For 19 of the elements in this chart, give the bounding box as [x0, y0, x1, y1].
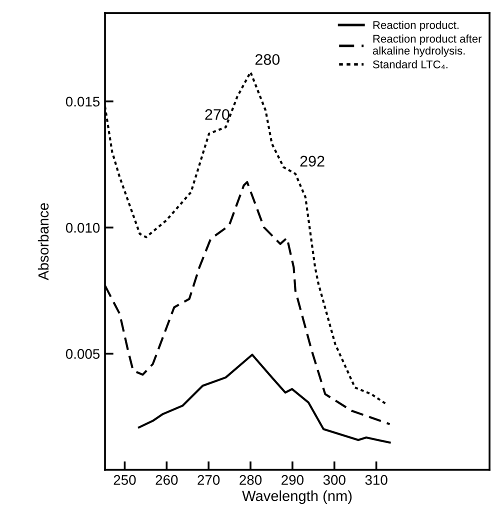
x-axis-title: Wavelength (nm) — [242, 490, 352, 504]
x-tick-label: 250 — [114, 475, 136, 485]
y-tick-label: 0.005 — [66, 349, 100, 359]
x-tick-label: 290 — [282, 475, 304, 485]
y-tick-label: 0.010 — [66, 222, 100, 233]
annotation: 292 — [300, 156, 324, 167]
annotation: 280 — [255, 54, 280, 65]
y-tick-label: 0.015 — [66, 96, 100, 107]
x-tick-label: 260 — [156, 475, 178, 485]
y-axis-title: Absorbance — [38, 203, 49, 280]
x-tick-label: 310 — [365, 475, 388, 485]
legend-label: Standard LTC₄. — [372, 60, 448, 70]
legend-label: Reaction product after alkaline hydrolysis. — [372, 34, 482, 57]
x-tick-label: 280 — [240, 475, 262, 485]
annotation: 270 — [205, 109, 230, 120]
legend-label: Reaction product. — [373, 20, 459, 32]
line-series — [138, 354, 391, 444]
x-tick-label: 270 — [198, 475, 220, 485]
x-tick-label: 300 — [323, 475, 346, 485]
